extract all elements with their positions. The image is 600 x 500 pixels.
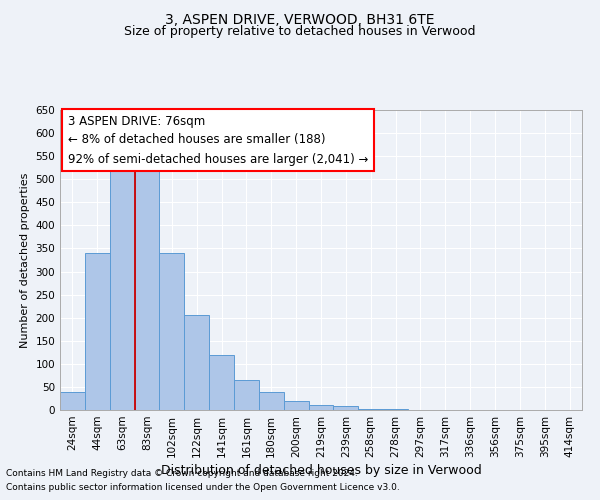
Bar xyxy=(284,401,308,410)
Bar xyxy=(184,316,209,410)
Y-axis label: Number of detached properties: Number of detached properties xyxy=(20,172,30,348)
Bar xyxy=(358,408,383,410)
Bar xyxy=(60,392,85,410)
Bar xyxy=(308,406,334,410)
Bar xyxy=(209,354,234,410)
Bar xyxy=(110,170,134,410)
Bar xyxy=(85,253,110,410)
Bar xyxy=(334,406,358,410)
Text: Contains public sector information licensed under the Open Government Licence v3: Contains public sector information licen… xyxy=(6,484,400,492)
Text: Contains HM Land Registry data © Crown copyright and database right 2024.: Contains HM Land Registry data © Crown c… xyxy=(6,468,358,477)
Text: 3, ASPEN DRIVE, VERWOOD, BH31 6TE: 3, ASPEN DRIVE, VERWOOD, BH31 6TE xyxy=(165,12,435,26)
Bar xyxy=(134,163,160,410)
X-axis label: Distribution of detached houses by size in Verwood: Distribution of detached houses by size … xyxy=(161,464,481,477)
Bar xyxy=(259,392,284,410)
Text: 3 ASPEN DRIVE: 76sqm
← 8% of detached houses are smaller (188)
92% of semi-detac: 3 ASPEN DRIVE: 76sqm ← 8% of detached ho… xyxy=(68,114,368,166)
Bar xyxy=(234,380,259,410)
Text: Size of property relative to detached houses in Verwood: Size of property relative to detached ho… xyxy=(124,25,476,38)
Bar xyxy=(383,409,408,410)
Bar xyxy=(160,253,184,410)
